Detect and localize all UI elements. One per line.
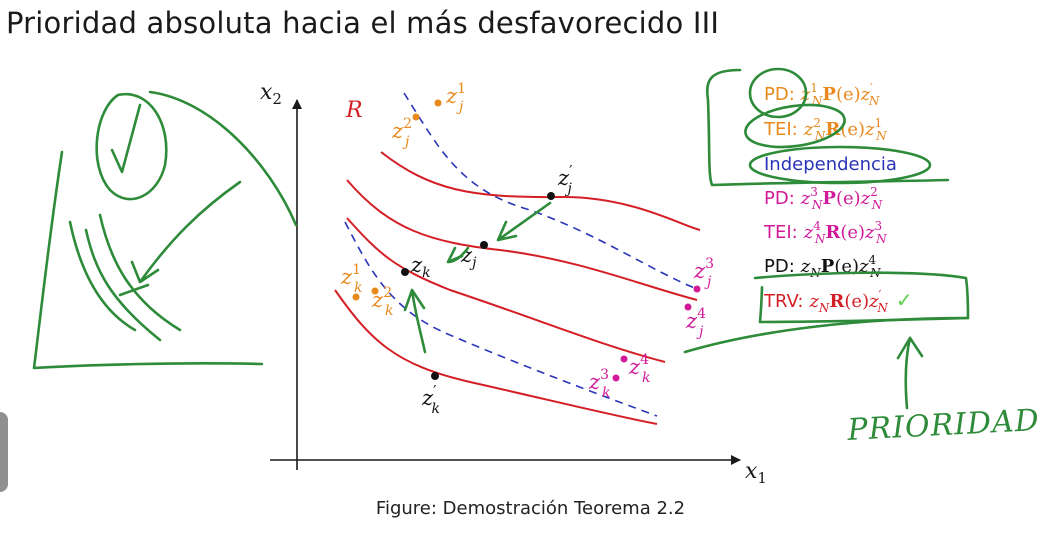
label-zk1: z1 k [340,262,362,296]
annotation-up-arrow [896,336,924,410]
curve-lower [346,217,666,363]
x-axis-label: x1 [745,459,767,487]
point-zj2 [412,113,420,121]
curve-upper [346,179,698,301]
curve-bottom [334,289,658,425]
annotation-bracket [32,150,264,370]
annotation-oval-1 [748,67,808,119]
point-zj3 [693,285,701,293]
dashed-upper [403,92,698,290]
label-zk: zk [410,253,431,281]
label-zk2: z2 k [371,285,393,319]
point-zj4 [684,303,692,311]
label-zj: zj [460,243,477,271]
annotation-arrow-left [130,180,242,284]
point-zkp [431,372,439,380]
step-3: Independencia [764,154,897,175]
annotation-underline [683,316,970,354]
step-5: TEI: z4 NR(e)z3 N [763,219,887,246]
point-zk2 [371,287,379,295]
point-zk3 [612,374,620,382]
step-4: PD: z3 NP(e)z2 N [764,185,883,212]
curve-label-R: R [345,98,363,123]
label-zkp: z′ k [421,382,440,417]
step-2: TEI: z2 NR(e)z1 N [763,116,887,143]
label-zj2: z2 j [391,116,412,150]
step-1: PD: z1 NP(e)z′ N [764,81,880,108]
slide-title: Prioridad absoluta hacia el más desfavor… [6,6,720,40]
dashed-lower [344,221,658,417]
point-zj1 [434,99,442,107]
annotation-circle-check [95,92,168,201]
curve-top [380,151,701,231]
annotation-arrow-zjp [496,201,552,242]
annotation-arrow-left-2 [118,283,150,297]
label-zj4: z4 j [685,306,706,340]
figure-caption: Figure: Demostración Teorema 2.2 [375,498,686,519]
label-zk3: z3 k [588,367,610,401]
point-zk [401,268,409,276]
point-zjp [547,192,555,200]
label-zjp: z′ j [557,162,573,197]
proof-steps: PD: z1 NP(e)z′ N TEI: z2 NR(e)z1 N Independenc… [763,81,913,315]
point-zk1 [352,293,360,301]
sidebar-handle[interactable] [0,412,8,492]
point-zk4 [620,355,628,363]
annotation-oval-3 [748,145,932,185]
annotation-prioridad: PRIORIDAD [846,403,1041,448]
step-7: TRV: zNR(e)z′ N ✓ [763,288,913,315]
handwritten-annotations [32,67,970,410]
annotation-check [110,103,142,174]
label-zk4: z4 k [628,352,650,386]
annotation-arrow-zk [403,288,427,354]
annotation-sweeps [68,213,182,342]
annotation-curve-right [148,90,298,227]
annotation-arrow-zj [446,246,470,264]
label-zj3: z3 j [693,256,714,290]
point-zj [480,241,488,249]
y-axis-label: x2 [260,80,282,108]
label-zj1: z1 j [445,81,466,115]
annotation-oval-2 [744,103,846,149]
